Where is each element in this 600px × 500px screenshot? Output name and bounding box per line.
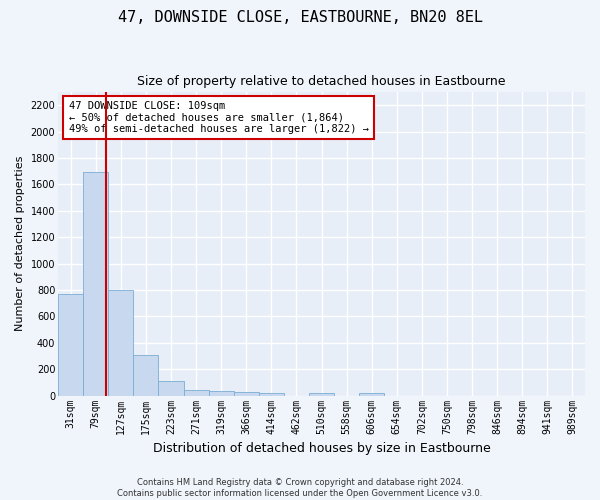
Text: Contains HM Land Registry data © Crown copyright and database right 2024.
Contai: Contains HM Land Registry data © Crown c… bbox=[118, 478, 482, 498]
Bar bbox=[133, 356, 158, 396]
X-axis label: Distribution of detached houses by size in Eastbourne: Distribution of detached houses by size … bbox=[152, 442, 490, 455]
Bar bbox=[83, 172, 108, 396]
Bar bbox=[58, 294, 83, 396]
Bar bbox=[234, 392, 259, 396]
Bar bbox=[108, 290, 133, 396]
Bar bbox=[184, 390, 209, 396]
Bar bbox=[309, 393, 334, 396]
Text: 47 DOWNSIDE CLOSE: 109sqm
← 50% of detached houses are smaller (1,864)
49% of se: 47 DOWNSIDE CLOSE: 109sqm ← 50% of detac… bbox=[68, 101, 368, 134]
Bar bbox=[259, 393, 284, 396]
Bar bbox=[158, 381, 184, 396]
Bar bbox=[209, 391, 234, 396]
Text: 47, DOWNSIDE CLOSE, EASTBOURNE, BN20 8EL: 47, DOWNSIDE CLOSE, EASTBOURNE, BN20 8EL bbox=[118, 10, 482, 25]
Y-axis label: Number of detached properties: Number of detached properties bbox=[15, 156, 25, 332]
Title: Size of property relative to detached houses in Eastbourne: Size of property relative to detached ho… bbox=[137, 75, 506, 88]
Bar bbox=[359, 393, 384, 396]
